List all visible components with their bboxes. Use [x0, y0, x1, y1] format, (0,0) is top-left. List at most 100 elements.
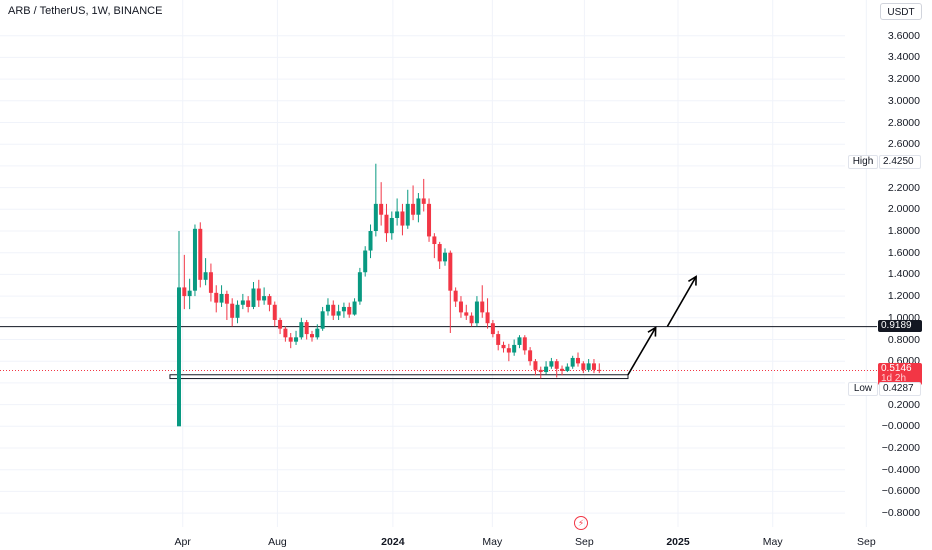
- candle-body: [427, 203, 432, 237]
- candle: [182, 254, 187, 310]
- y-tick-label: 2.0000: [887, 203, 920, 216]
- y-tick-label: 1.6000: [887, 246, 920, 259]
- candle-body: [357, 272, 362, 302]
- candle: [496, 330, 501, 351]
- candle-body: [240, 300, 245, 305]
- candle-body: [400, 211, 405, 226]
- projection-arrow[interactable]: [666, 275, 697, 327]
- y-tick-label: −0.6000: [881, 485, 920, 498]
- candle-body: [347, 306, 352, 315]
- candle: [214, 285, 219, 313]
- candle-body: [192, 228, 197, 291]
- candle: [448, 250, 453, 333]
- candle: [474, 296, 479, 327]
- candle: [427, 198, 432, 242]
- candle-body: [538, 369, 543, 373]
- candle: [597, 363, 602, 374]
- candle-body: [490, 323, 495, 335]
- high-value-tag: 2.4250: [879, 155, 921, 169]
- x-tick-label: Sep: [857, 536, 876, 548]
- candle-body: [528, 350, 533, 362]
- candle: [256, 279, 261, 307]
- symbol-title[interactable]: ARB / TetherUS, 1W, BINANCE: [8, 5, 163, 17]
- candle-body: [522, 337, 527, 351]
- level-lines: [0, 326, 877, 380]
- candle-body: [432, 236, 437, 245]
- candle-body: [278, 319, 283, 329]
- candle: [230, 298, 235, 327]
- grid: [0, 0, 867, 527]
- lightning-icon[interactable]: ⚡: [574, 516, 588, 530]
- candle-body: [230, 303, 235, 318]
- candle-body: [576, 357, 580, 364]
- x-tick-label: May: [762, 536, 783, 548]
- candle: [458, 296, 463, 318]
- candle: [240, 293, 245, 310]
- candle: [315, 324, 320, 340]
- candle: [347, 302, 352, 318]
- candle: [325, 298, 330, 316]
- candle: [490, 319, 495, 338]
- candle: [506, 343, 511, 362]
- y-tick-label: 3.0000: [887, 94, 920, 107]
- candle-body: [512, 344, 517, 353]
- y-tick-label: −0.8000: [881, 507, 920, 520]
- candle-body: [304, 322, 309, 335]
- candle-body: [458, 301, 463, 313]
- candle: [576, 352, 580, 367]
- candle-body: [501, 344, 506, 349]
- candle: [251, 281, 256, 310]
- x-tick-label: Aug: [268, 536, 287, 548]
- candle-body: [411, 203, 416, 215]
- candle: [203, 258, 208, 286]
- candle-body: [352, 301, 357, 315]
- last-price-tag: 0.5146 1d 2h: [878, 363, 922, 385]
- candle: [368, 224, 373, 259]
- y-tick-label: 1.4000: [887, 268, 920, 281]
- currency-button[interactable]: USDT: [880, 3, 922, 20]
- candle-body: [336, 311, 341, 316]
- candle-body: [565, 366, 570, 371]
- candle: [357, 267, 362, 305]
- candle: [544, 361, 549, 375]
- drawings[interactable]: [627, 275, 697, 376]
- candle-body: [506, 348, 511, 353]
- y-tick-label: −0.0000: [881, 420, 920, 433]
- y-tick-label: 3.2000: [887, 73, 920, 86]
- candle-body: [203, 272, 208, 280]
- candle: [480, 285, 485, 318]
- candle-body: [299, 322, 304, 338]
- candle: [187, 278, 192, 310]
- candle: [198, 222, 203, 288]
- candle-body: [341, 306, 346, 312]
- candle: [464, 304, 469, 320]
- candle-body: [517, 337, 522, 345]
- x-tick-label: Apr: [174, 536, 191, 548]
- candle: [560, 365, 565, 376]
- y-tick-label: 0.2000: [887, 398, 920, 411]
- candle: [591, 359, 596, 374]
- candle-body: [219, 293, 224, 303]
- candle: [341, 302, 346, 318]
- candle: [453, 287, 458, 307]
- candle: [517, 335, 522, 349]
- level-price-tag: 0.9189: [878, 320, 922, 332]
- support-zone-box[interactable]: [169, 374, 629, 380]
- projection-arrow[interactable]: [627, 326, 657, 376]
- candle-body: [480, 301, 485, 313]
- candle-body: [246, 300, 251, 307]
- candle: [538, 366, 543, 379]
- candle-body: [267, 296, 272, 305]
- candle: [469, 312, 474, 327]
- candle-body: [198, 228, 203, 280]
- candle: [310, 330, 314, 342]
- candle-body: [581, 363, 586, 370]
- candle: [267, 293, 272, 312]
- candle: [384, 203, 389, 242]
- candle-body: [496, 334, 501, 345]
- candle: [304, 319, 309, 340]
- candle-body: [224, 293, 229, 304]
- candle: [437, 241, 442, 269]
- candle: [331, 300, 336, 320]
